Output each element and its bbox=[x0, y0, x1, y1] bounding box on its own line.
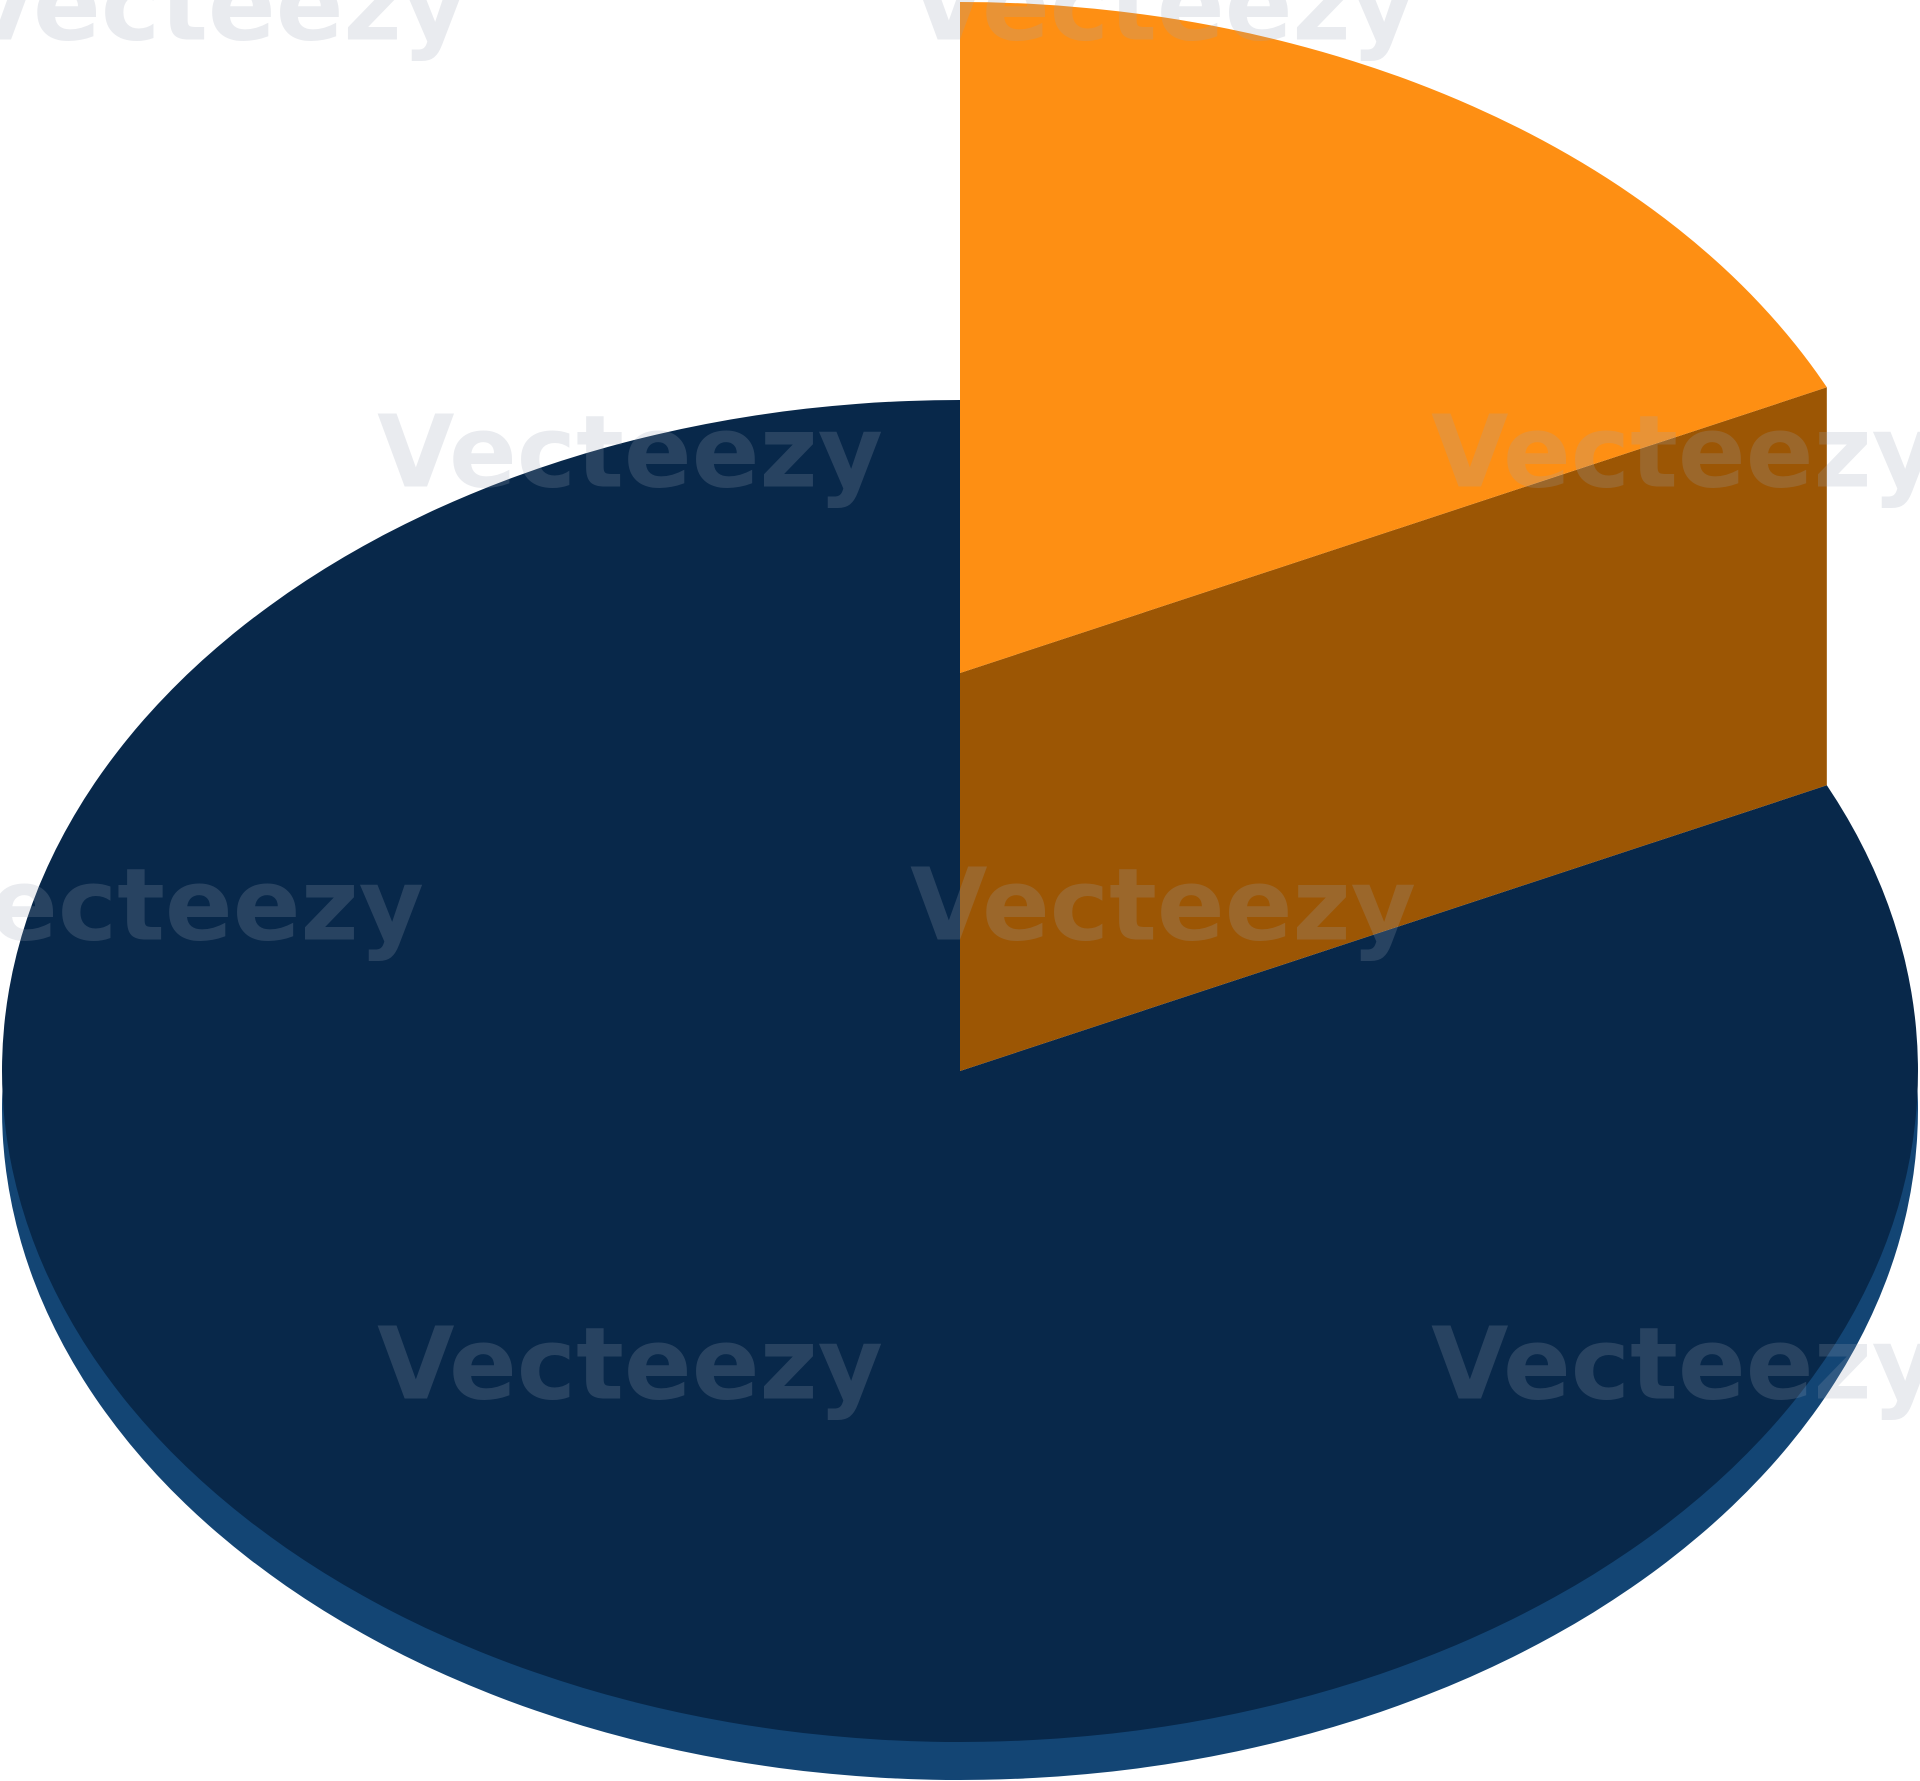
slice bbox=[960, 2, 1827, 673]
watermark: Vecteezy bbox=[910, 0, 1416, 63]
slice-side bbox=[960, 387, 1827, 1071]
watermark: Vecteezy bbox=[0, 846, 424, 963]
watermark: Vecteezy bbox=[377, 1305, 883, 1422]
watermark: Vecteezy bbox=[910, 846, 1416, 963]
watermark: Vecteezy bbox=[1431, 393, 1920, 510]
slice bbox=[2, 400, 1919, 1742]
watermark: Vecteezy bbox=[0, 0, 467, 63]
watermark: Vecteezy bbox=[377, 393, 883, 510]
watermark: Vecteezy bbox=[1431, 1305, 1920, 1422]
